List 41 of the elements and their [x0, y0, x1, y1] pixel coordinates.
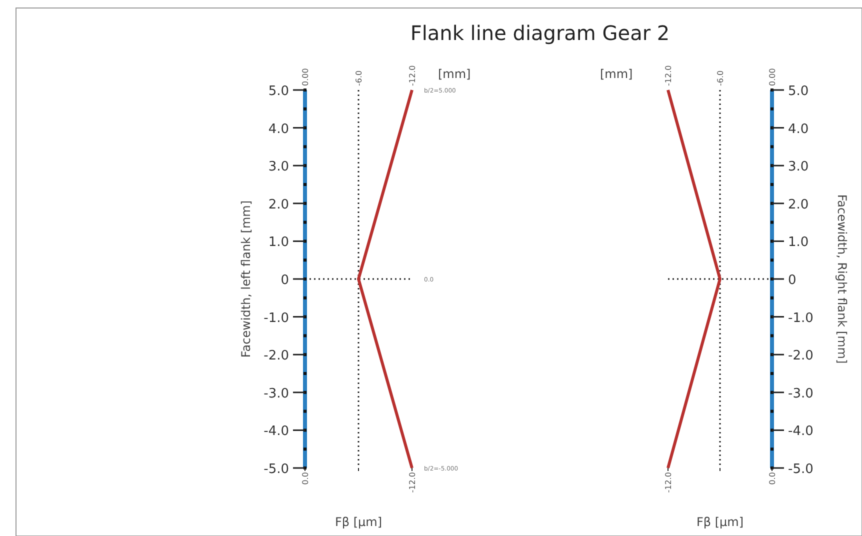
line-series	[303, 88, 307, 470]
y-tick-label: 0	[280, 273, 289, 288]
y2-tick-label: -3.0	[788, 386, 814, 402]
y-tick-label: -1.0	[264, 310, 289, 326]
y-tick-label: 3.0	[268, 160, 289, 175]
x2-tick-label: -6.0	[716, 70, 725, 86]
y-tick-label: 4.0	[268, 122, 289, 137]
x-tick-label: -12.0	[664, 472, 673, 493]
text: [mm]	[438, 67, 471, 81]
y2-axis-title: Facewidth, Right flank [mm]	[835, 194, 849, 364]
y-tick-label: -4.0	[264, 424, 289, 440]
x2-tick-label: -12.0	[408, 65, 417, 86]
x2-tick-label: 0.00	[768, 68, 777, 86]
x-tick-label: 0.0	[768, 472, 777, 485]
y-tick-label: 5.0	[268, 84, 289, 99]
x-tick-label: 0.0	[301, 472, 310, 485]
x-tick-label: -12.0	[408, 472, 417, 493]
y2-tick-label: 5.0	[788, 84, 809, 99]
y-tick-label: -3.0	[264, 386, 289, 402]
text: [mm]	[600, 67, 633, 81]
x-axis-title: Fβ [μm]	[334, 515, 382, 529]
x-axis-title: Fβ [μm]	[696, 515, 744, 529]
y2-tick-label: 4.0	[788, 122, 809, 137]
y2-tick-label: 2.0	[788, 197, 809, 212]
text: Flank line diagram Gear 2	[410, 21, 670, 45]
y-axis-title: Facewidth, left flank [mm]	[239, 200, 253, 358]
y2-tick-label: -5.0	[788, 462, 814, 477]
y2-tick-label: 1.0	[788, 235, 809, 250]
x2-tick-label: -6.0	[354, 70, 364, 86]
y2-tick-label: -2.0	[788, 348, 814, 364]
x2-tick-label: 0.00	[301, 68, 310, 86]
y2-tick-label: -1.0	[788, 310, 814, 326]
y-tick-label: 2.0	[268, 197, 289, 212]
y2-tick-label: -4.0	[788, 424, 814, 440]
line-series	[770, 88, 774, 470]
y-tick-label: -5.0	[264, 462, 289, 477]
y2-tick-label: 3.0	[788, 160, 809, 175]
y-tick-label: -2.0	[264, 348, 289, 364]
y-tick-label: 1.0	[268, 235, 289, 250]
x2-tick-label: -12.0	[664, 65, 673, 86]
y2-tick-label: 0	[788, 273, 796, 288]
